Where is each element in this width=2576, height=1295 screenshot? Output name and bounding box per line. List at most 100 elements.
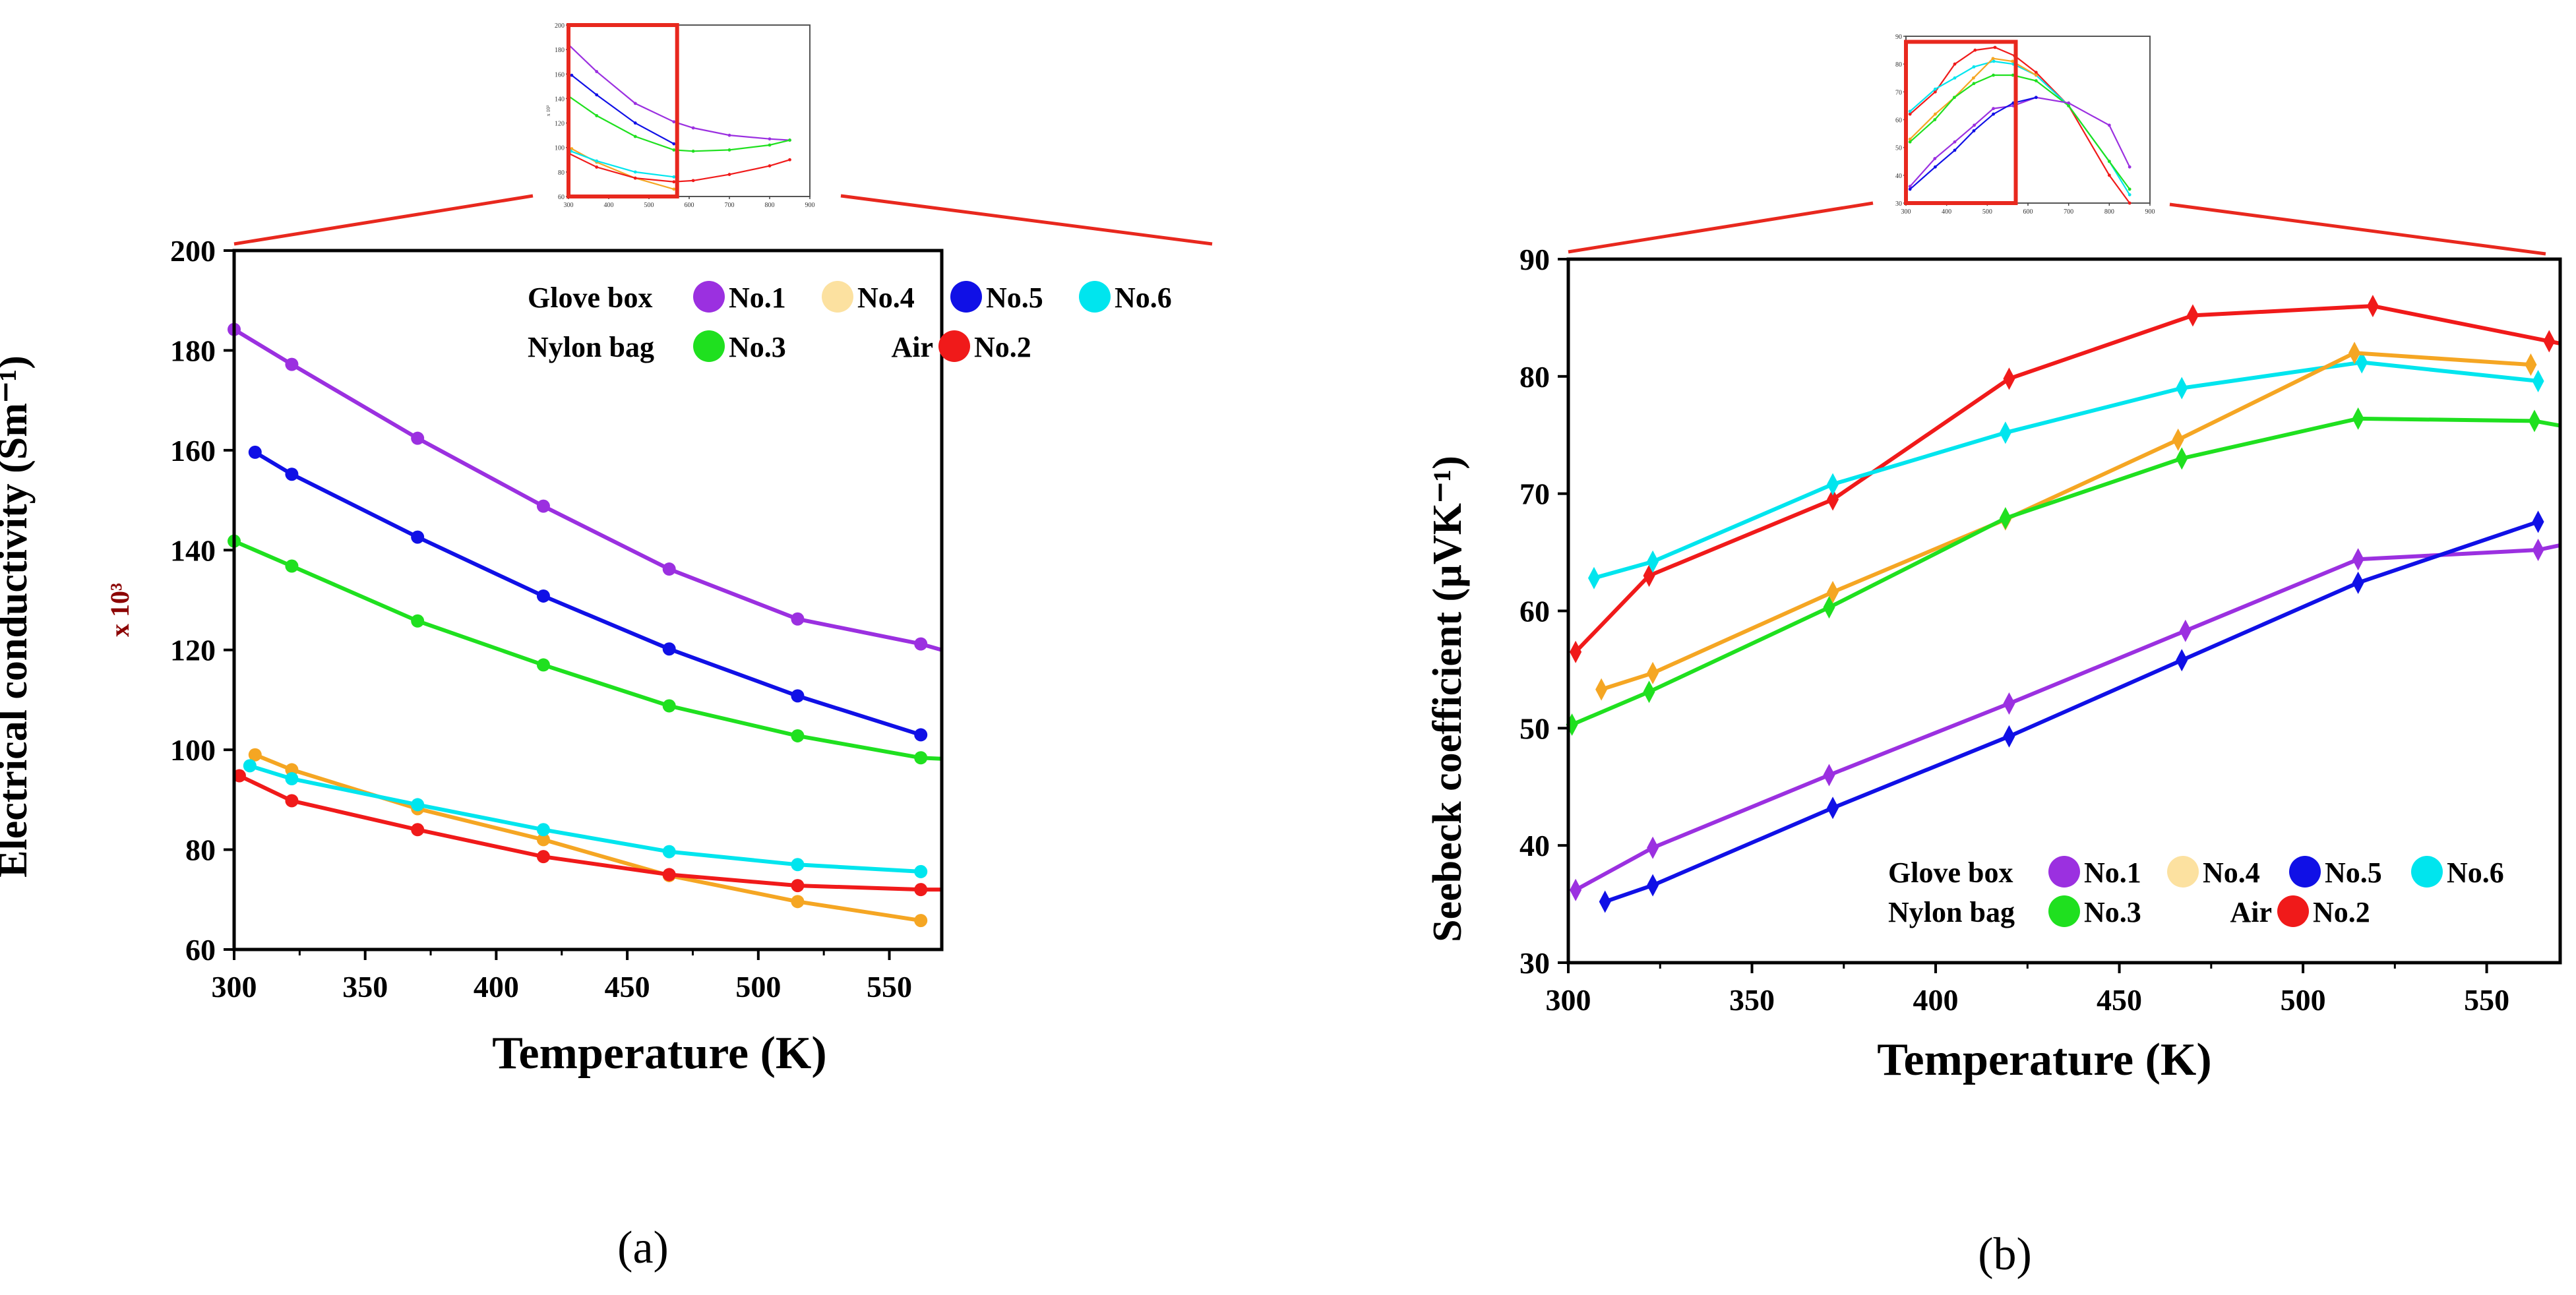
data-point-No.2 bbox=[791, 879, 805, 893]
inset-series-line-No.2 bbox=[568, 153, 790, 183]
inset-point-No.1 bbox=[633, 102, 637, 105]
inset-point-No.2 bbox=[1908, 112, 1912, 116]
series-line-No.5 bbox=[1604, 520, 2539, 904]
inset-y-tick-label: 80 bbox=[1895, 61, 1902, 69]
data-point-No.6 bbox=[2176, 376, 2188, 400]
inset-point-No.4 bbox=[2034, 73, 2038, 77]
x-axis-label-a: Temperature (K) bbox=[492, 1028, 826, 1079]
data-point-No.3 bbox=[2529, 409, 2541, 433]
legend-swatch-No.3 bbox=[2048, 895, 2080, 927]
data-point-No.5 bbox=[1647, 874, 1659, 897]
data-point-No.4 bbox=[2525, 353, 2537, 376]
inset-point-No.3 bbox=[2034, 79, 2038, 82]
data-point-No.4 bbox=[2172, 428, 2184, 451]
legend-label-No.1: No.1 bbox=[729, 282, 786, 314]
series-line-No.4 bbox=[1601, 351, 2531, 692]
inset-plot-a: 300 400 500 600 700 800 900 60 80 100 120 140 160 180… bbox=[545, 22, 815, 209]
data-point-No.2 bbox=[914, 883, 928, 897]
inset-point-No.3 bbox=[595, 114, 599, 117]
data-point-No.1 bbox=[914, 637, 928, 651]
series-line-No.6 bbox=[249, 764, 921, 874]
inset-series-line-No.5 bbox=[571, 75, 675, 145]
data-point-No.2 bbox=[411, 823, 425, 837]
inset-point-No.1 bbox=[727, 133, 731, 137]
legend-swatch-No.4 bbox=[822, 281, 853, 313]
zoom-connector-right-a bbox=[840, 194, 1213, 246]
legend-label-No.2: No.2 bbox=[2313, 896, 2370, 928]
inset-series-line-No.3 bbox=[1909, 74, 2131, 190]
inset-y-tick-label: 120 bbox=[555, 121, 565, 128]
inset-point-No.2 bbox=[1973, 48, 1977, 52]
inset-point-No.1 bbox=[2107, 123, 2111, 127]
data-point-No.5 bbox=[536, 589, 550, 603]
y-tick-label: 90 bbox=[1519, 243, 1550, 276]
inset-point-No.6 bbox=[1953, 76, 1957, 80]
inset-point-No.5 bbox=[595, 93, 599, 97]
legend-swatch-No.6 bbox=[2411, 856, 2443, 888]
y-tick-label: 80 bbox=[185, 833, 216, 867]
inset-point-No.3 bbox=[2067, 104, 2071, 107]
data-point-No.3 bbox=[662, 699, 676, 713]
y-tick-label: 50 bbox=[1519, 711, 1550, 745]
x-tick-label: 450 bbox=[2097, 983, 2142, 1017]
main-plot-a: 300 350 400 450 500 550 60 80 100 120 140 160 180 200 bbox=[170, 234, 944, 1004]
y-tick-label: 100 bbox=[170, 733, 216, 767]
inset-point-No.3 bbox=[1972, 82, 1976, 86]
inset-point-No.2 bbox=[1934, 90, 1937, 94]
data-point-No.2 bbox=[1570, 640, 1582, 663]
inset-x-tick-label: 500 bbox=[1982, 208, 1992, 216]
inset-point-No.3 bbox=[2011, 73, 2015, 77]
data-point-No.3 bbox=[914, 751, 928, 765]
data-point-No.6 bbox=[791, 858, 805, 872]
data-point-No.1 bbox=[1570, 878, 1582, 901]
inset-point-No.6 bbox=[1992, 59, 1996, 63]
inset-point-No.6 bbox=[2128, 193, 2131, 196]
inset-x-tick-label: 900 bbox=[805, 202, 815, 209]
legend-label-No.5: No.5 bbox=[986, 282, 1043, 314]
data-point-No.6 bbox=[1999, 421, 2011, 444]
legend-group-label: Air bbox=[2230, 896, 2272, 928]
legend-swatch-No.2 bbox=[2277, 895, 2309, 927]
inset-point-No.3 bbox=[2107, 160, 2111, 164]
zoom-connector-left-a bbox=[233, 194, 534, 246]
inset-point-No.5 bbox=[2034, 96, 2038, 100]
inset-y-tick-label: 30 bbox=[1895, 200, 1902, 208]
data-point-No.5 bbox=[2352, 571, 2364, 594]
data-point-No.6 bbox=[411, 798, 425, 812]
y-tick-label: 120 bbox=[170, 634, 216, 667]
legend-group-label: Nylon bag bbox=[528, 331, 654, 363]
data-point-No.1 bbox=[1647, 836, 1659, 859]
data-point-No.4 bbox=[2348, 342, 2361, 365]
data-point-No.2 bbox=[2186, 304, 2199, 327]
y-tick-label: 60 bbox=[185, 933, 216, 967]
y-tick-label: 200 bbox=[170, 234, 216, 268]
inset-point-No.4 bbox=[1934, 112, 1937, 116]
inset-point-No.2 bbox=[672, 180, 676, 184]
inset-x-tick-label: 300 bbox=[1901, 208, 1911, 216]
data-point-No.6 bbox=[2532, 369, 2544, 392]
inset-point-No.4 bbox=[570, 147, 574, 150]
inset-point-No.5 bbox=[1992, 112, 1995, 116]
data-point-No.3 bbox=[791, 729, 805, 742]
panel-label-b: (b) bbox=[1978, 1229, 2032, 1280]
inset-y-tick-label: 40 bbox=[1895, 173, 1902, 180]
inset-point-No.2 bbox=[788, 158, 791, 162]
data-point-No.2 bbox=[232, 769, 246, 783]
data-point-No.1 bbox=[662, 562, 676, 576]
inset-point-No.3 bbox=[691, 149, 695, 153]
data-point-No.1 bbox=[791, 612, 805, 626]
data-point-No.6 bbox=[1587, 566, 1600, 589]
zoom-connector-left-b bbox=[1568, 201, 1874, 254]
data-point-No.5 bbox=[285, 467, 299, 481]
inset-point-No.4 bbox=[672, 187, 676, 191]
inset-point-No.1 bbox=[1933, 157, 1937, 160]
inset-y-tick-label: 160 bbox=[555, 71, 565, 78]
inset-point-No.1 bbox=[691, 126, 695, 130]
inset-point-No.3 bbox=[1992, 73, 1995, 77]
inset-point-No.6 bbox=[1972, 65, 1976, 69]
inset-point-No.3 bbox=[788, 138, 791, 142]
data-point-No.3 bbox=[536, 658, 550, 672]
x-tick-label: 300 bbox=[1546, 983, 1591, 1017]
y-tick-label: 30 bbox=[1519, 946, 1550, 980]
data-point-No.6 bbox=[285, 772, 299, 786]
